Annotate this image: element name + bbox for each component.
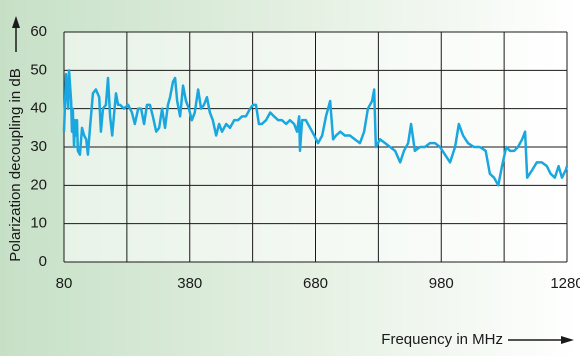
y-tick-label: 60 bbox=[30, 23, 47, 40]
marks bbox=[62, 69, 569, 187]
x-axis-label: Frequency in MHz bbox=[381, 331, 503, 348]
y-tick-label: 40 bbox=[30, 100, 47, 117]
x-tick-label: 1280 bbox=[550, 275, 580, 292]
grid bbox=[63, 31, 568, 263]
x-tick-label: 80 bbox=[56, 275, 73, 292]
y-axis-arrowhead bbox=[12, 16, 20, 28]
x-tick-label: 680 bbox=[303, 275, 328, 292]
x-tick-label: 380 bbox=[177, 275, 202, 292]
labels: Polarization decoupling in dB Frequency … bbox=[7, 16, 580, 348]
y-tick-label: 0 bbox=[39, 253, 47, 270]
data-line bbox=[62, 69, 569, 187]
x-tick-label: 980 bbox=[429, 275, 454, 292]
y-tick-label: 20 bbox=[30, 176, 47, 193]
y-tick-label: 30 bbox=[30, 138, 47, 155]
y-tick-label: 50 bbox=[30, 61, 47, 78]
y-tick-label: 10 bbox=[30, 215, 47, 232]
y-axis-label: Polarization decoupling in dB bbox=[7, 68, 24, 261]
x-axis-arrowhead bbox=[561, 336, 574, 344]
